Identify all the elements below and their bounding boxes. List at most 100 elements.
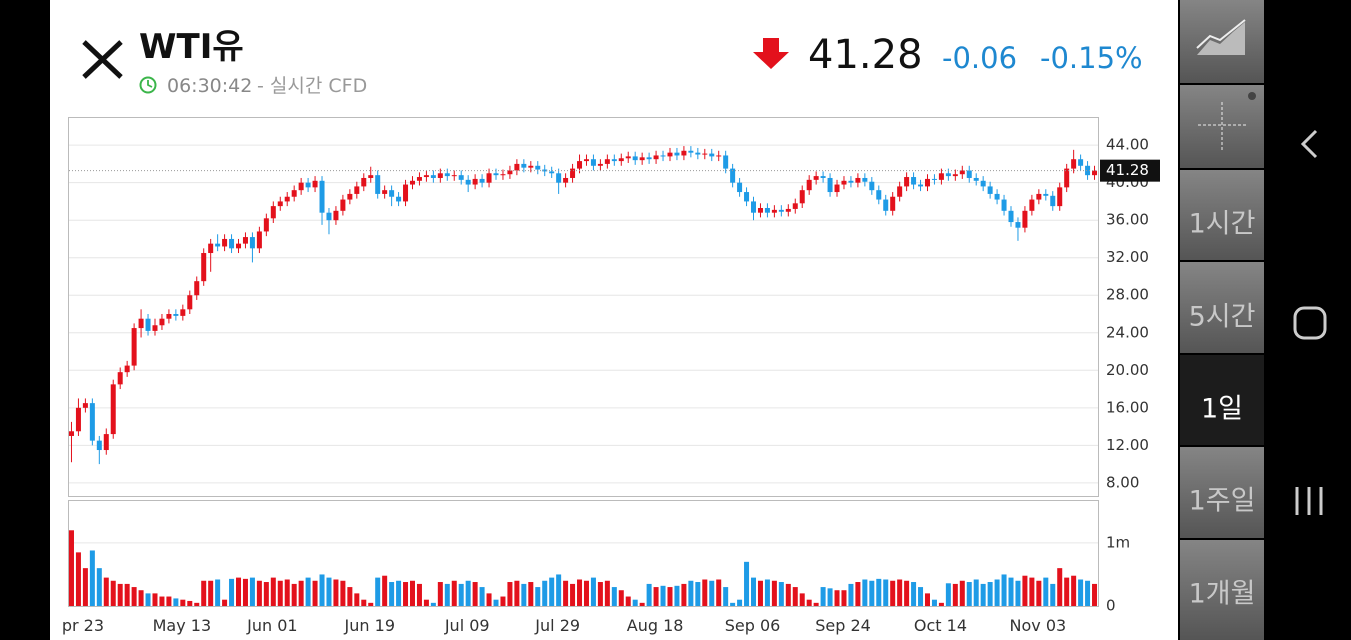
candle-body <box>444 173 450 177</box>
volume-bar <box>479 587 485 606</box>
volume-bar <box>799 593 805 606</box>
interval-button[interactable] <box>1180 170 1264 260</box>
candle-body <box>590 159 596 166</box>
interval-button-selected[interactable] <box>1180 355 1264 445</box>
volume-bar <box>500 596 506 606</box>
volume-bar <box>521 583 527 606</box>
candle-body <box>117 372 123 385</box>
candle-body <box>1085 165 1091 176</box>
y-tick-label: 1m <box>1106 533 1130 551</box>
candle-body <box>688 150 694 153</box>
candle-body <box>201 253 207 282</box>
interval-button[interactable] <box>1180 540 1264 640</box>
volume-bar <box>403 582 409 606</box>
volume-bar <box>611 587 617 606</box>
volume-bar <box>298 580 304 606</box>
nav-back[interactable] <box>1300 129 1318 159</box>
volume-bar <box>549 577 555 606</box>
candle-body <box>180 309 186 316</box>
volume-bar <box>604 580 610 606</box>
candle-body <box>980 180 986 187</box>
last-price-tag: 41.28 <box>1106 161 1149 179</box>
y-tick-label: 12.00 <box>1106 436 1149 454</box>
candle-body <box>764 207 770 213</box>
volume-bar <box>312 580 318 606</box>
chart: 8.00 12.00 16.00 20.00 24.00 28.00 32.00 36.00 4… <box>63 136 1160 635</box>
y-tick-label: 16.00 <box>1106 398 1149 416</box>
candle-body <box>785 208 791 212</box>
candle-body <box>1022 210 1028 228</box>
candle-body <box>1092 170 1098 176</box>
close-button[interactable] <box>82 40 123 79</box>
candle-body <box>361 177 367 187</box>
volume-bar <box>737 599 743 606</box>
candle-body <box>131 328 137 366</box>
interval-label: 1일 <box>1201 394 1243 425</box>
y-tick-label: 44.00 <box>1106 136 1149 154</box>
candle-body <box>284 196 290 202</box>
volume-bar <box>556 574 562 606</box>
candle-body <box>375 175 381 194</box>
candle-body <box>945 173 951 177</box>
y-tick-label: 0 <box>1106 597 1116 615</box>
volume-bar <box>764 579 770 606</box>
candle-body <box>333 210 339 221</box>
volume-bar <box>382 575 388 606</box>
volume-bar <box>618 590 624 606</box>
volume-bar <box>938 602 944 606</box>
down-arrow <box>753 38 789 69</box>
volume-bar <box>208 580 214 606</box>
price-panel <box>68 117 1099 497</box>
candle-body <box>931 178 937 180</box>
quote-time: 06:30:42 <box>167 75 252 97</box>
nav-recents[interactable] <box>1295 487 1323 515</box>
volume-bar <box>263 582 269 606</box>
candle-body <box>472 178 478 185</box>
x-tick-label: May 13 <box>153 616 212 635</box>
volume-bar <box>702 579 708 606</box>
volume-bar <box>681 583 687 606</box>
volume-bar <box>583 580 589 606</box>
candle-body <box>556 173 562 183</box>
candle-body <box>890 196 896 211</box>
candle-body <box>277 201 283 207</box>
candle-body <box>173 314 179 316</box>
volume-bar <box>653 587 659 606</box>
nav-home[interactable] <box>1293 306 1327 340</box>
volume-bar <box>848 583 854 606</box>
volume-bar <box>1092 583 1098 606</box>
candle-body <box>806 179 812 191</box>
candle-body <box>549 171 555 174</box>
interval-button[interactable] <box>1180 262 1264 353</box>
volume-bar <box>897 579 903 606</box>
volume-bar <box>361 599 367 606</box>
chart-type-button[interactable] <box>1180 0 1264 83</box>
candle-body <box>396 196 402 202</box>
volume-bar <box>1050 583 1056 606</box>
candle-body <box>869 181 875 191</box>
x-tick-label: Jul 09 <box>444 616 490 635</box>
volume-bar <box>841 590 847 606</box>
volume-bar <box>660 585 666 606</box>
volume-bar <box>340 580 346 606</box>
candle-body <box>924 178 930 187</box>
candle-body <box>716 155 722 157</box>
volume-bar <box>709 580 715 606</box>
volume-bar <box>409 580 415 606</box>
last-price: 41.28 <box>808 32 923 78</box>
candle-body <box>256 231 262 249</box>
volume-bar <box>430 602 436 606</box>
volume-bar <box>75 552 81 606</box>
candle-body <box>514 163 520 171</box>
volume-bar <box>792 587 798 606</box>
chart-icon <box>1197 22 1245 55</box>
volume-bar <box>103 577 109 606</box>
candle-body <box>646 157 652 160</box>
volume-bar <box>966 582 972 606</box>
candle-body <box>1036 193 1042 200</box>
candle-body <box>604 159 610 164</box>
interval-label: 1주일 <box>1189 486 1256 517</box>
interval-button[interactable] <box>1180 447 1264 538</box>
candle-body <box>855 177 861 183</box>
